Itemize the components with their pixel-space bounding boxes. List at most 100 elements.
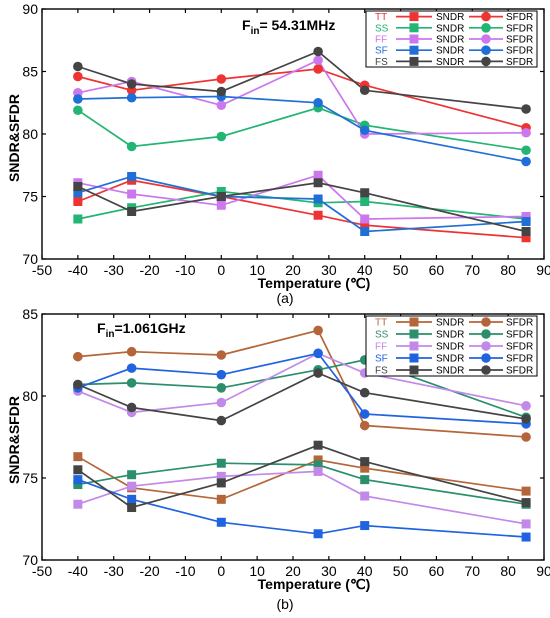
series-line-tt-sndr (77, 179, 527, 239)
legend-marker-sfdr (481, 329, 491, 339)
data-point-tt-sfdr (313, 64, 323, 74)
data-point-tt-sfdr (73, 351, 83, 362)
series-line-fs-sfdr (77, 372, 527, 422)
x-tick-label: 50 (393, 563, 409, 579)
chart-a-caption: (a) (276, 290, 293, 306)
data-point-fs-sfdr (126, 79, 137, 89)
y-tick-label: 80 (22, 388, 38, 404)
data-point-fs-sndr (360, 457, 370, 467)
chart-a-ylabel: SNDR&SFDR (6, 94, 22, 182)
x-tick-label: 20 (285, 262, 301, 278)
legend-marker-sndr (409, 34, 419, 44)
legend-marker-sndr (409, 45, 419, 55)
x-tick-label: -30 (104, 563, 124, 579)
data-point-ff-sfdr (313, 55, 323, 66)
legend-marker-sfdr (481, 353, 491, 363)
legend-box (365, 315, 538, 377)
series-line-ss-sfdr (77, 106, 527, 152)
data-point-sf-sndr (127, 494, 137, 504)
data-point-tt-sfdr (73, 71, 83, 82)
data-point-sf-sndr (127, 172, 137, 181)
chart-b-ylabel: SNDR&SFDR (6, 396, 22, 484)
data-point-fs-sfdr (126, 402, 137, 413)
data-point-ss-sndr (73, 480, 83, 490)
data-point-ff-sfdr (521, 127, 531, 138)
data-point-fs-sndr (521, 227, 531, 236)
legend-marker-sfdr (481, 365, 491, 375)
legend-marker-sfdr (481, 341, 491, 351)
data-point-sf-sndr (73, 188, 83, 198)
x-tick-label: 50 (393, 262, 409, 278)
data-point-tt-sndr (313, 210, 323, 220)
legend: TT SNDR SFDR SS SNDR SFDR FF SNDR SFDR SF SNDR SFDR… (365, 315, 538, 377)
data-point-ss-sndr (360, 197, 370, 206)
x-tick-label: 60 (429, 262, 445, 278)
legend-label-sndr: SNDR (436, 46, 464, 57)
x-tick-label: 10 (249, 563, 265, 579)
x-tick-label: -20 (139, 563, 159, 579)
legend-marker-sfdr (481, 317, 491, 327)
data-point-ff-sndr (313, 466, 323, 476)
legend-label-sfdr: SFDR (506, 318, 533, 329)
series-line-fs-sndr (77, 444, 527, 509)
legend-label-sndr: SNDR (436, 23, 464, 34)
data-point-ff-sndr (216, 200, 226, 210)
data-point-fs-sndr (73, 182, 83, 191)
x-tick-label: -10 (175, 262, 195, 278)
data-point-ff-sndr (360, 491, 370, 501)
series-line-tt-sfdr (77, 329, 527, 438)
legend-corner-label: SS (375, 330, 389, 341)
series-line-fs-sndr (77, 181, 527, 233)
data-point-fs-sfdr (216, 86, 227, 97)
legend-marker-sndr (409, 23, 419, 33)
y-tick-label: 70 (22, 251, 38, 267)
series-line-tt-sfdr (77, 68, 527, 129)
data-point-fs-sfdr (521, 414, 531, 424)
x-tick-label: 40 (357, 563, 373, 579)
legend-marker-sfdr (481, 34, 491, 44)
data-point-fs-sfdr (73, 61, 83, 72)
legend-label-sndr: SNDR (436, 12, 464, 23)
x-tick-label: -30 (104, 262, 124, 278)
legend-corner-label: FS (375, 57, 388, 68)
data-point-fs-sndr (127, 503, 137, 513)
data-point-ss-sndr (216, 187, 226, 196)
data-point-fs-sfdr (313, 368, 323, 378)
legend-label-sndr: SNDR (436, 35, 464, 46)
legend-label-sfdr: SFDR (506, 330, 533, 341)
legend-corner-label: FF (375, 342, 387, 353)
data-point-ss-sndr (313, 460, 323, 470)
legend-corner-label: SS (375, 23, 389, 34)
data-point-fs-sndr (127, 207, 137, 216)
data-point-fs-sfdr (359, 387, 370, 398)
data-point-tt-sndr (313, 455, 323, 465)
data-point-fs-sndr (313, 440, 323, 450)
data-point-tt-sndr (521, 233, 531, 243)
legend-marker-sndr (409, 329, 419, 339)
legend-label-sfdr: SFDR (506, 35, 533, 46)
data-point-tt-sfdr (216, 74, 227, 84)
x-tick-label: 10 (249, 262, 265, 278)
data-point-ff-sndr (521, 519, 531, 529)
x-tick-label: 30 (321, 262, 337, 278)
x-tick-label: 90 (536, 563, 550, 579)
legend-corner-label: FS (375, 366, 388, 377)
data-point-fs-sndr (73, 465, 83, 475)
data-point-sf-sfdr (521, 156, 531, 167)
legend-label-sndr: SNDR (436, 318, 464, 329)
data-point-tt-sfdr (126, 346, 137, 357)
legend-corner-label: SF (375, 46, 388, 57)
data-point-ff-sndr (360, 214, 370, 224)
legend-marker-sndr (409, 341, 419, 351)
data-point-fs-sfdr (73, 379, 83, 390)
data-point-ss-sfdr (126, 141, 137, 152)
data-point-ss-sndr (127, 470, 137, 480)
data-point-ff-sndr (73, 499, 83, 509)
legend-marker-sfdr (481, 23, 491, 33)
data-point-sf-sfdr (359, 125, 370, 136)
legend-marker-sfdr (481, 45, 491, 55)
data-point-ss-sndr (73, 214, 83, 224)
chart-b-caption: (b) (276, 596, 293, 612)
legend-corner-label: TT (375, 12, 387, 23)
legend-label-sndr: SNDR (436, 330, 464, 341)
